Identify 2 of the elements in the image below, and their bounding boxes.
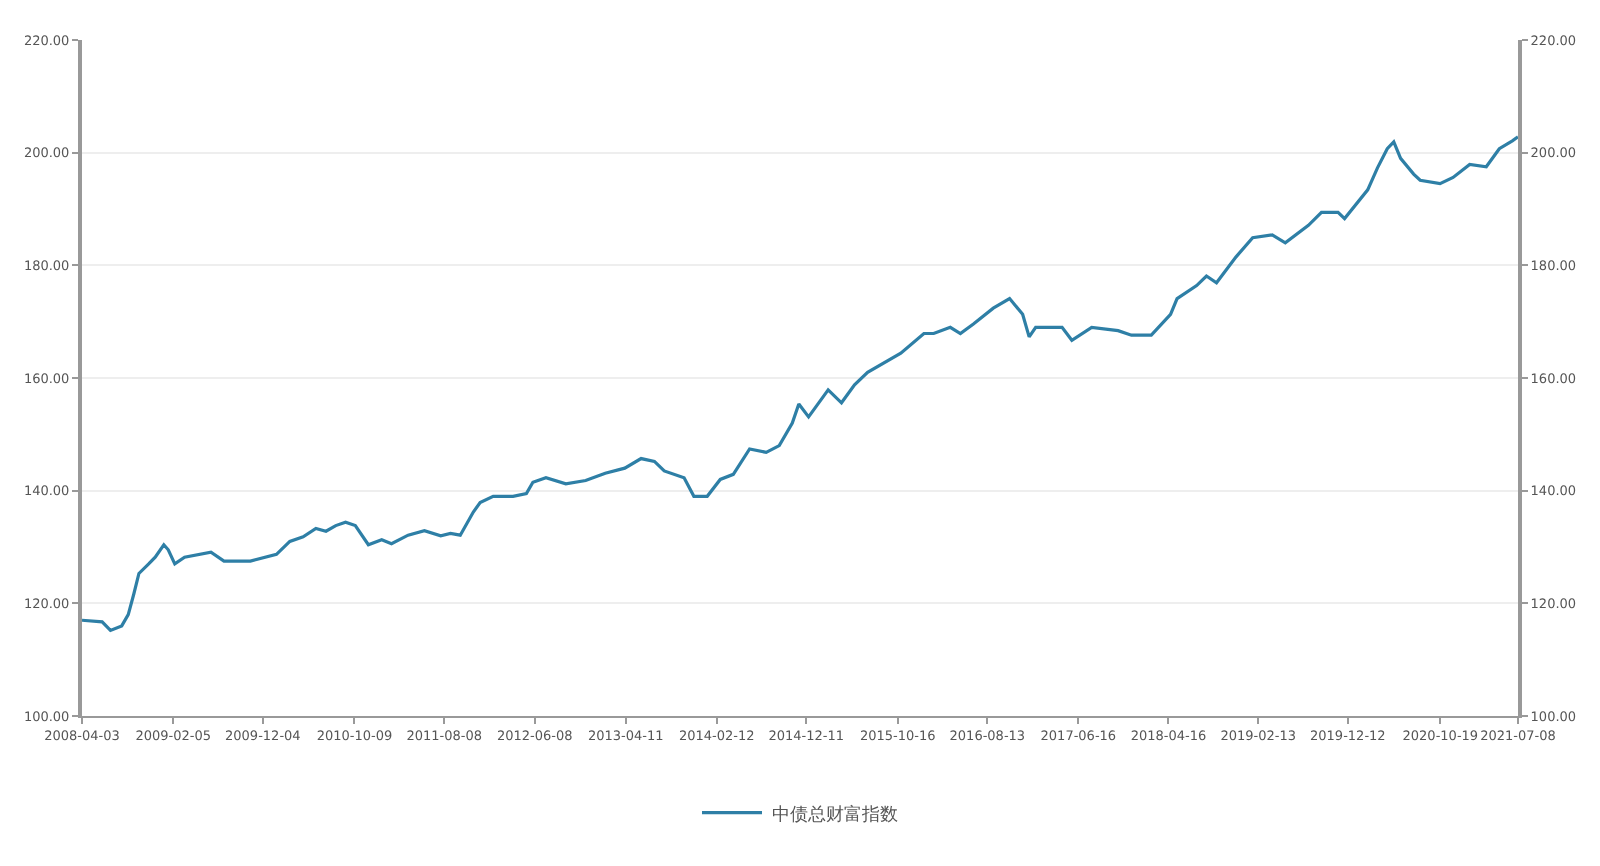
legend-label: 中债总财富指数: [772, 803, 898, 826]
line-series: [82, 135, 1518, 632]
